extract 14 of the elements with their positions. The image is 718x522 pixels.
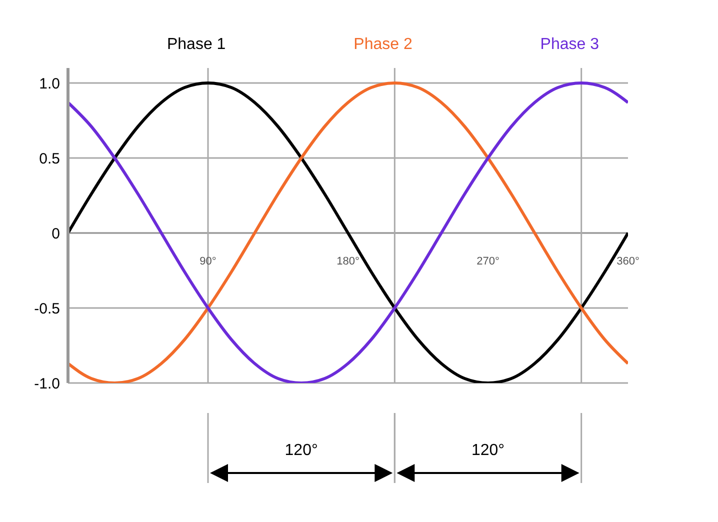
y-tick-label: -1.0 <box>34 375 60 392</box>
series-label: Phase 1 <box>166 36 227 54</box>
text: 120° <box>471 442 505 459</box>
series-label: Phase 2 <box>352 36 414 54</box>
y-tick-label: 0 <box>52 225 60 242</box>
x-tick-label: 270° <box>476 256 500 268</box>
series-label: Phase 3 <box>539 36 600 54</box>
y-tick-label: -0.5 <box>34 300 60 318</box>
text: 120° <box>284 442 318 459</box>
y-tick-label: 0.5 <box>39 150 60 168</box>
x-tick-label: 90° <box>200 256 216 268</box>
y-tick-label: 1.0 <box>39 75 60 92</box>
x-tick-label: 180° <box>336 256 360 268</box>
x-tick-label: 360° <box>616 256 640 268</box>
